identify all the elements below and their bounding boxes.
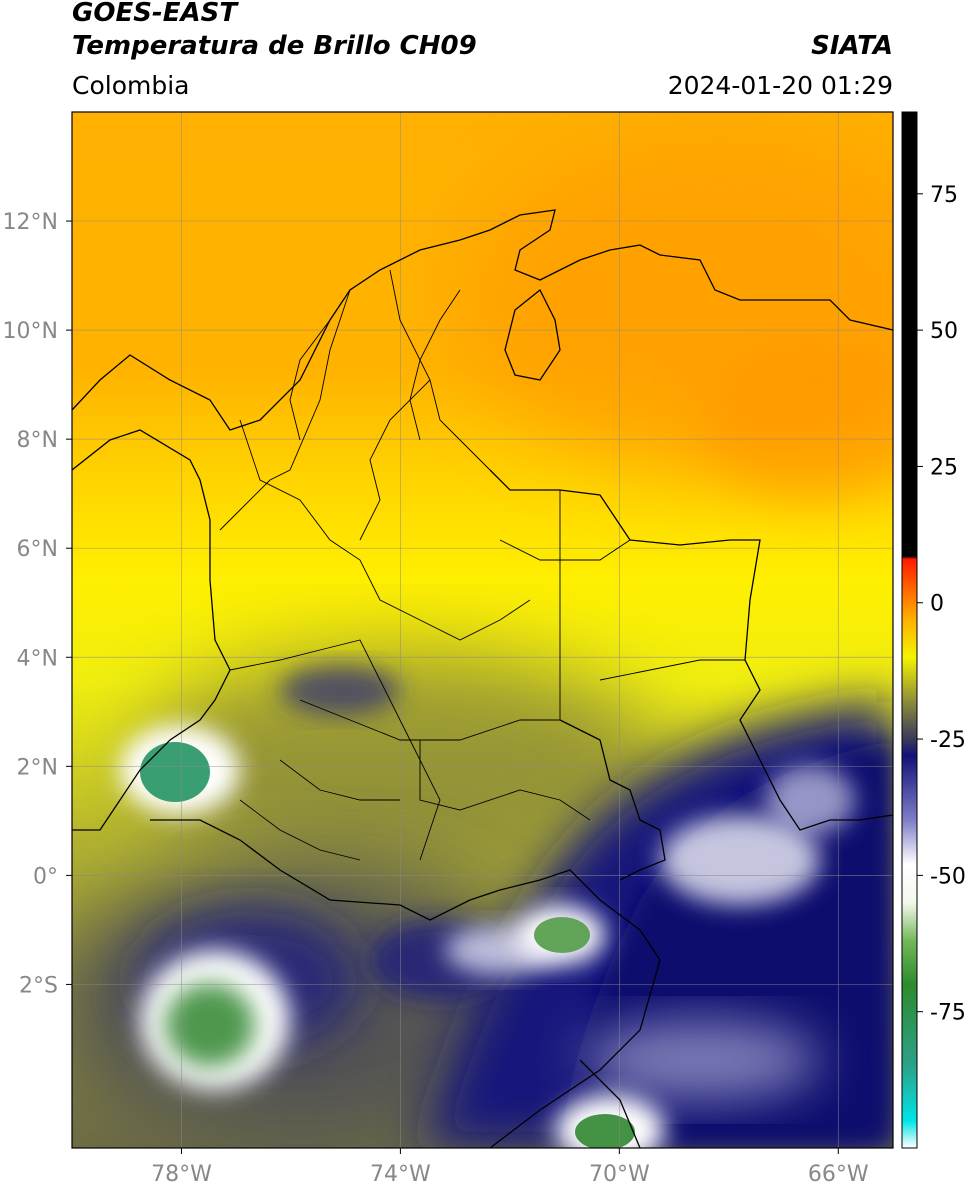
boundaries [72,209,893,1148]
colorbar-tick-label: 50 [930,319,958,344]
lat-tick-label: 12°N [3,210,58,235]
lon-tick-label: 74°W [370,1162,431,1187]
lat-tick-label: 0° [33,864,58,889]
venezuela-border [489,469,893,831]
latitude-labels: 12°N 10°N 8°N 6°N 4°N 2°N 0° 2°S [3,210,58,998]
lat-tick-label: 2°N [17,755,58,780]
caribbean-coastline [72,209,893,431]
map-frame [71,111,894,1149]
colorbar-tick-label: 25 [930,455,958,480]
peru-border [579,1059,641,1148]
maracaibo-lake [504,288,561,381]
satellite-title: GOES-EAST [72,0,238,28]
brazil-border [559,719,666,881]
graticule [66,112,893,1154]
lat-tick-label: 6°N [17,537,58,562]
agency-label: SIATA [811,31,893,61]
department-boundaries [219,269,745,861]
colorbar-tick-label: 75 [930,183,958,208]
colorbar-frame [901,111,918,1149]
lon-tick-label: 78°W [151,1162,212,1187]
product-title: Temperatura de Brillo CH09 [72,31,477,61]
lat-tick-label: 10°N [3,319,58,344]
region-label: Colombia [72,71,190,100]
brightness-temperature-field [72,112,893,1148]
colorbar-tick-label: -50 [930,864,966,889]
lon-tick-label: 70°W [589,1162,650,1187]
colorbar-tick-label: 0 [930,592,944,617]
colorbar [902,112,917,1148]
colorbar-ticks: 75 50 25 0 -25 -50 -75 [917,183,966,1026]
colombia-outline [72,429,231,831]
timestamp-label: 2024-01-20 01:29 [667,71,893,100]
lat-tick-label: 2°S [19,973,58,998]
lon-tick-label: 66°W [808,1162,869,1187]
lat-tick-label: 8°N [17,428,58,453]
colorbar-tick-label: -25 [930,728,966,753]
lat-tick-label: 4°N [17,646,58,671]
ecuador-border [150,819,661,1148]
colorbar-tick-label: -75 [930,1001,966,1026]
longitude-labels: 78°W 74°W 70°W 66°W [151,1162,869,1187]
